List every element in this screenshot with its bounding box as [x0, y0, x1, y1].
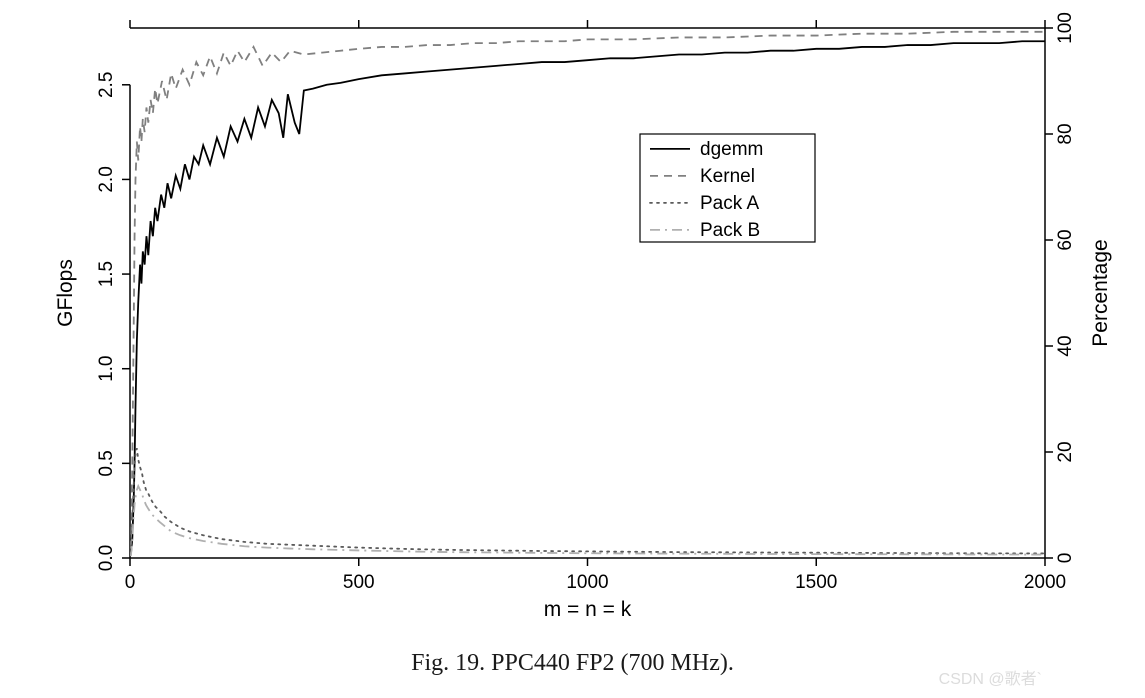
legend-label: dgemm [700, 139, 763, 160]
y-right-tick-label: 60 [1055, 229, 1076, 250]
y-left-tick-label: 2.5 [96, 72, 117, 98]
y-right-tick-label: 40 [1055, 335, 1076, 356]
x-tick-label: 1500 [795, 572, 837, 593]
x-tick-label: 0 [125, 572, 136, 593]
legend: dgemm Kernel Pack A Pack B [640, 134, 815, 242]
y-right-ticks: 0 20 40 60 80 100 [1045, 12, 1076, 563]
y-left-axis-label: GFlops [54, 259, 77, 327]
y-right-tick-label: 20 [1055, 441, 1076, 462]
x-tick-label: 500 [343, 572, 375, 593]
x-ticks: 0 500 1000 1500 2000 [125, 20, 1066, 593]
series-pack-b [131, 486, 1045, 556]
y-right-tick-label: 100 [1055, 12, 1076, 44]
y-left-tick-label: 0.5 [96, 450, 117, 476]
axes [130, 28, 1045, 558]
legend-label: Kernel [700, 166, 755, 187]
y-left-tick-label: 1.0 [96, 356, 117, 382]
x-axis-label: m = n = k [544, 598, 632, 621]
legend-label: Pack A [700, 193, 759, 214]
watermark: CSDN @歌者` [939, 670, 1042, 688]
y-left-tick-label: 2.0 [96, 166, 117, 192]
series-group [131, 32, 1045, 556]
x-tick-label: 2000 [1024, 572, 1066, 593]
y-right-tick-label: 0 [1055, 553, 1076, 564]
y-right-axis-label: Percentage [1089, 239, 1112, 346]
y-left-tick-label: 0.0 [96, 545, 117, 571]
series-kernel [131, 32, 1045, 549]
chart-svg: 0 500 1000 1500 2000 0.0 0.5 1.0 1.5 2.0 2.5 0 20 40 6… [0, 0, 1145, 698]
figure-container: 0 500 1000 1500 2000 0.0 0.5 1.0 1.5 2.0 2.5 0 20 40 6… [0, 0, 1145, 698]
legend-label: Pack B [700, 220, 760, 241]
y-left-tick-label: 1.5 [96, 261, 117, 287]
figure-caption: Fig. 19. PPC440 FP2 (700 MHz). [411, 650, 734, 676]
series-pack-a [131, 448, 1045, 554]
y-right-tick-label: 80 [1055, 123, 1076, 144]
series-dgemm [131, 41, 1045, 554]
x-tick-label: 1000 [566, 572, 608, 593]
y-left-ticks: 0.0 0.5 1.0 1.5 2.0 2.5 [96, 72, 130, 572]
